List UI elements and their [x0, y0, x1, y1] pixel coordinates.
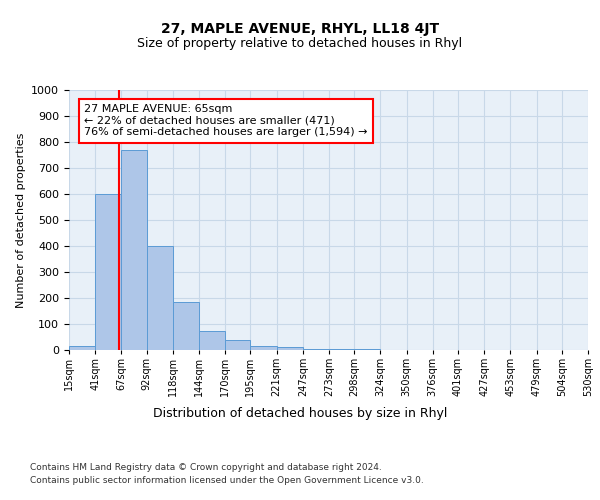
Text: Contains public sector information licensed under the Open Government Licence v3: Contains public sector information licen… [30, 476, 424, 485]
Text: 27, MAPLE AVENUE, RHYL, LL18 4JT: 27, MAPLE AVENUE, RHYL, LL18 4JT [161, 22, 439, 36]
Bar [329, 349, 354, 350]
Bar [225, 340, 250, 350]
Text: Size of property relative to detached houses in Rhyl: Size of property relative to detached ho… [137, 38, 463, 51]
Text: 27 MAPLE AVENUE: 65sqm
← 22% of detached houses are smaller (471)
76% of semi-de: 27 MAPLE AVENUE: 65sqm ← 22% of detached… [84, 104, 368, 138]
Bar [69, 346, 95, 350]
Bar [303, 348, 329, 350]
Bar [95, 194, 121, 350]
Bar [277, 348, 303, 350]
Bar [173, 302, 199, 350]
Y-axis label: Number of detached properties: Number of detached properties [16, 132, 26, 308]
Text: Distribution of detached houses by size in Rhyl: Distribution of detached houses by size … [153, 408, 447, 420]
Bar [146, 246, 173, 350]
Bar [250, 346, 277, 350]
Text: Contains HM Land Registry data © Crown copyright and database right 2024.: Contains HM Land Registry data © Crown c… [30, 462, 382, 471]
Bar [121, 150, 146, 350]
Bar [199, 330, 225, 350]
